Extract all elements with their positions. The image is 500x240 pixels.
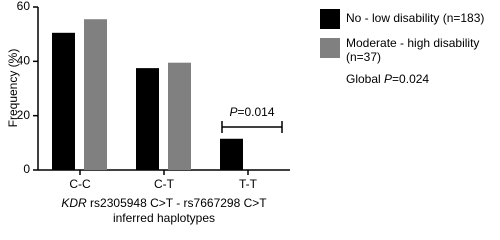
x-label-italic: KDR xyxy=(61,196,87,210)
y-tick-label: 20 xyxy=(17,108,31,122)
global-p: Global P=0.024 xyxy=(346,72,429,86)
x-axis-label: KDR rs2305948 C>T - rs7667298 C>T xyxy=(61,196,267,210)
bar xyxy=(168,62,191,170)
global-p-italic: P xyxy=(384,72,392,86)
x-tick-label: C-C xyxy=(69,177,91,191)
bar xyxy=(84,19,107,170)
legend-label: Moderate - high disability xyxy=(346,36,479,50)
annotation-italic: P xyxy=(229,105,237,119)
bar xyxy=(136,68,159,170)
bar xyxy=(52,32,75,170)
y-tick-label: 40 xyxy=(17,54,31,68)
chart: Frequency (%) KDR rs2305948 C>T - rs7667… xyxy=(6,0,484,225)
x-axis-label-2: inferred haplotypes xyxy=(113,211,215,225)
legend-swatch xyxy=(320,38,340,58)
legend-label: (n=37) xyxy=(346,50,381,64)
y-tick-label: 0 xyxy=(23,162,30,176)
annotation-text: =0.014 xyxy=(237,105,274,119)
global-p-prefix: Global xyxy=(346,72,384,86)
x-label-rest: rs2305948 C>T - rs7667298 C>T xyxy=(87,196,268,210)
legend-swatch xyxy=(320,9,340,29)
significance-bracket xyxy=(221,121,283,133)
annotation: P=0.014 xyxy=(229,105,274,119)
y-axis-label: Frequency (%) xyxy=(6,49,20,128)
bar xyxy=(220,138,243,170)
x-tick-label: C-T xyxy=(154,177,175,191)
x-tick-label: T-T xyxy=(239,177,258,191)
global-p-text: =0.024 xyxy=(392,72,429,86)
y-tick-label: 60 xyxy=(17,0,31,13)
legend-label: No - low disability (n=183) xyxy=(346,11,484,25)
